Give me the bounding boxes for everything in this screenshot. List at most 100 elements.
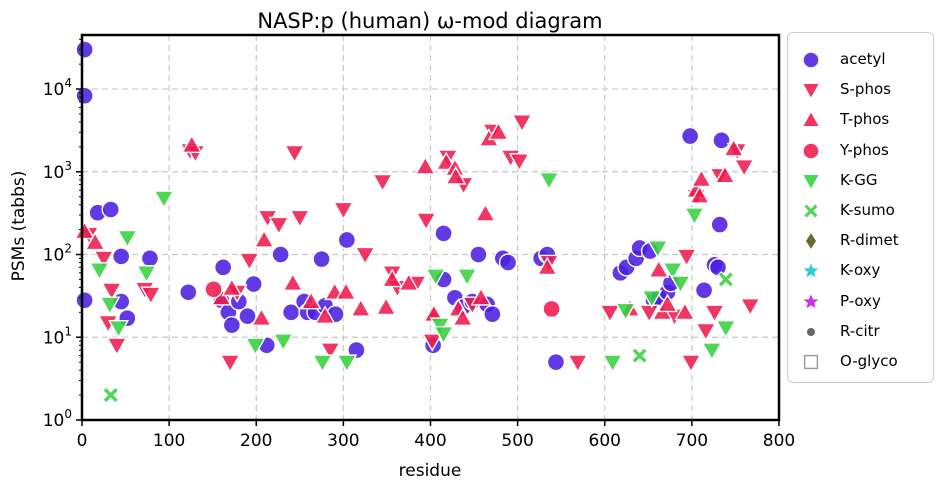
legend-marker-k-gg bbox=[800, 173, 822, 192]
point-k-gg bbox=[433, 325, 455, 345]
grid bbox=[82, 35, 779, 420]
point-k-gg bbox=[647, 240, 669, 259]
point-s-phos bbox=[93, 250, 115, 270]
point-t-phos bbox=[714, 164, 736, 184]
point-t-phos bbox=[723, 137, 745, 157]
point-s-phos bbox=[238, 252, 260, 272]
legend-label: R-dimet bbox=[840, 231, 899, 250]
y-tick-label: 104 bbox=[43, 76, 72, 100]
point-y-phos bbox=[204, 280, 223, 299]
legend-label: T-phos bbox=[840, 110, 890, 129]
point-t-phos bbox=[398, 272, 420, 292]
point-s-phos bbox=[101, 282, 123, 302]
point-k-gg bbox=[116, 229, 138, 249]
point-acetyl bbox=[271, 245, 290, 264]
point-t-phos bbox=[300, 290, 322, 310]
point-acetyl bbox=[244, 274, 263, 294]
point-acetyl bbox=[312, 249, 331, 269]
point-acetyl bbox=[347, 340, 366, 360]
legend-marker-y-phos bbox=[802, 141, 820, 160]
point-s-phos bbox=[284, 144, 306, 164]
legend-symbol-k-gg bbox=[800, 173, 822, 192]
point-acetyl bbox=[337, 230, 357, 250]
point-s-phos bbox=[739, 297, 761, 317]
point-acetyl bbox=[434, 224, 453, 243]
legend-item-p-oxy: P-oxy bbox=[788, 287, 935, 317]
point-t-phos bbox=[474, 203, 496, 222]
point-s-phos bbox=[219, 354, 241, 373]
point-s-phos bbox=[567, 354, 589, 373]
point-acetyl bbox=[498, 253, 518, 272]
legend-symbol-s-phos bbox=[800, 82, 822, 101]
legend-item-t-phos: T-phos bbox=[788, 105, 935, 135]
x-axis-label: residue bbox=[399, 461, 462, 481]
point-k-sumo bbox=[102, 386, 120, 404]
point-t-phos bbox=[689, 185, 711, 204]
legend-marker-s-phos bbox=[800, 82, 822, 101]
x-tick-label: 700 bbox=[676, 431, 708, 451]
point-k-gg bbox=[88, 262, 110, 281]
point-t-phos bbox=[350, 298, 372, 317]
point-s-phos bbox=[106, 337, 128, 357]
point-t-phos bbox=[221, 277, 243, 297]
legend-marker-r-citr bbox=[807, 327, 815, 336]
point-k-gg bbox=[425, 268, 447, 287]
point-t-phos bbox=[536, 256, 558, 276]
point-k-gg bbox=[615, 302, 637, 322]
x-tick-label: 100 bbox=[153, 431, 185, 451]
point-s-phos bbox=[421, 333, 443, 352]
point-acetyl bbox=[546, 352, 566, 372]
point-k-gg bbox=[683, 207, 706, 226]
legend-item-k-sumo: K-sumo bbox=[788, 196, 935, 226]
point-acetyl bbox=[101, 200, 120, 219]
point-acetyl bbox=[694, 281, 714, 300]
point-t-phos bbox=[335, 281, 357, 301]
point-s-phos bbox=[703, 304, 726, 324]
chart-title: NASP:p (human) ω-mod diagram bbox=[257, 9, 602, 33]
point-k-gg bbox=[108, 319, 130, 339]
legend-item-k-gg: K-GG bbox=[788, 166, 935, 196]
point-t-phos bbox=[414, 155, 436, 175]
point-k-gg bbox=[662, 262, 684, 281]
point-acetyl bbox=[483, 304, 502, 324]
point-k-sumo bbox=[717, 271, 735, 288]
point-s-phos bbox=[695, 322, 717, 342]
point-s-phos bbox=[676, 248, 698, 268]
legend-label: K-GG bbox=[840, 170, 878, 189]
point-acetyl bbox=[75, 86, 94, 105]
point-t-phos bbox=[470, 287, 492, 306]
x-tick-label: 300 bbox=[327, 431, 359, 451]
x-tick-label: 600 bbox=[589, 431, 621, 451]
point-acetyl bbox=[680, 126, 700, 146]
point-acetyl bbox=[710, 215, 729, 234]
point-s-phos bbox=[733, 158, 755, 178]
legend-symbol-r-citr bbox=[807, 327, 815, 336]
point-acetyl bbox=[469, 245, 488, 264]
point-t-phos bbox=[314, 305, 336, 324]
point-acetyl bbox=[112, 247, 131, 266]
y-tick-label: 101 bbox=[43, 324, 72, 348]
legend-label: O-glyco bbox=[840, 352, 898, 370]
point-acetyl bbox=[140, 249, 160, 268]
point-t-phos bbox=[181, 134, 203, 153]
legend-symbol-y-phos bbox=[802, 141, 820, 160]
point-s-phos bbox=[332, 201, 354, 221]
legend-label: acetyl bbox=[840, 50, 886, 68]
legend: acetyl S-phos T-phos Y-phos K-GG K-sumo R-dime… bbox=[787, 32, 934, 383]
point-s-phos bbox=[140, 286, 162, 306]
legend-marker-k-oxy bbox=[801, 261, 821, 280]
legend-symbol-k-sumo bbox=[803, 203, 819, 219]
point-t-phos bbox=[375, 296, 397, 316]
x-tick-label: 400 bbox=[414, 431, 446, 451]
point-t-phos bbox=[381, 268, 403, 288]
y-tick-label: 100 bbox=[43, 407, 72, 431]
point-k-gg bbox=[641, 289, 663, 309]
point-s-phos bbox=[508, 153, 530, 172]
legend-label: R-citr bbox=[840, 321, 880, 340]
point-k-gg bbox=[456, 268, 478, 287]
legend-symbol-p-oxy bbox=[801, 291, 821, 310]
legend-item-r-dimet: R-dimet bbox=[788, 226, 935, 256]
y-tick-label: 102 bbox=[43, 242, 72, 266]
